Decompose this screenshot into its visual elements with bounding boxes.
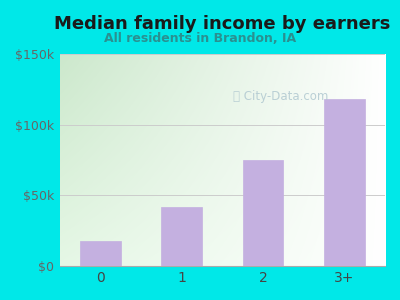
Bar bbox=[243, 160, 283, 266]
Text: ⓠ City-Data.com: ⓠ City-Data.com bbox=[233, 90, 328, 103]
Title: Median family income by earners: Median family income by earners bbox=[54, 15, 390, 33]
Bar bbox=[161, 207, 202, 266]
Bar bbox=[324, 99, 365, 266]
Bar bbox=[80, 241, 121, 266]
Text: All residents in Brandon, IA: All residents in Brandon, IA bbox=[104, 32, 296, 44]
